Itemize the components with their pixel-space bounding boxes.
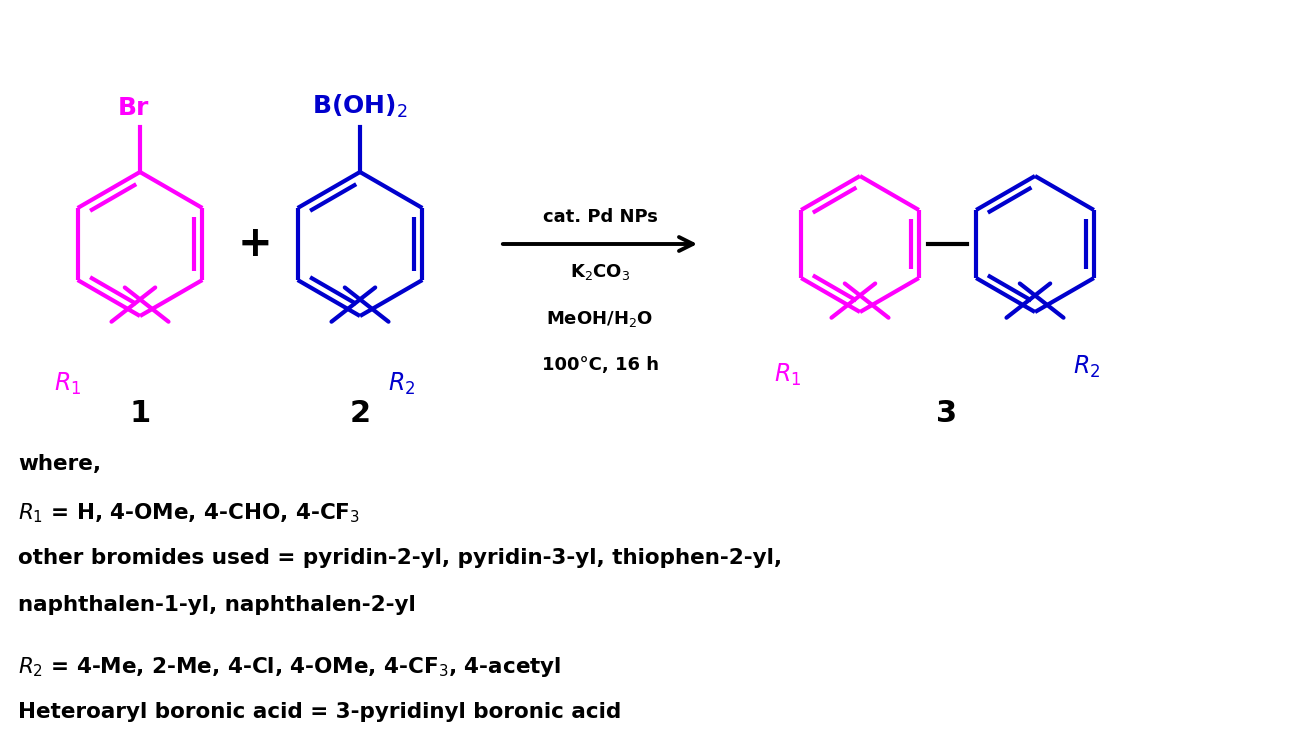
Text: $R_1$: $R_1$ [774,362,801,388]
Text: 100°C, 16 h: 100°C, 16 h [542,356,659,374]
Text: $R_2$: $R_2$ [1073,354,1100,380]
Text: 2: 2 [349,399,370,428]
Text: $R_2$: $R_2$ [388,371,416,397]
Text: Br: Br [117,96,148,120]
Text: MeOH/H$_2$O: MeOH/H$_2$O [547,309,653,329]
Text: $R_2$ = 4-Me, 2-Me, 4-Cl, 4-OMe, 4-CF$_3$, 4-acetyl: $R_2$ = 4-Me, 2-Me, 4-Cl, 4-OMe, 4-CF$_3… [18,655,561,679]
Text: B(OH)$_2$: B(OH)$_2$ [312,93,408,120]
Text: cat. Pd NPs: cat. Pd NPs [543,208,657,226]
Text: 3: 3 [937,399,957,428]
Text: where,: where, [18,454,101,474]
Text: +: + [238,223,273,265]
Text: $R_1$: $R_1$ [55,371,82,397]
Text: Heteroaryl boronic acid = 3-pyridinyl boronic acid: Heteroaryl boronic acid = 3-pyridinyl bo… [18,702,621,722]
Text: other bromides used = pyridin-2-yl, pyridin-3-yl, thiophen-2-yl,: other bromides used = pyridin-2-yl, pyri… [18,548,782,568]
Text: K$_2$CO$_3$: K$_2$CO$_3$ [570,262,630,282]
Text: naphthalen-1-yl, naphthalen-2-yl: naphthalen-1-yl, naphthalen-2-yl [18,595,416,615]
Text: 1: 1 [130,399,151,428]
Text: $R_1$ = H, 4-OMe, 4-CHO, 4-CF$_3$: $R_1$ = H, 4-OMe, 4-CHO, 4-CF$_3$ [18,501,360,525]
